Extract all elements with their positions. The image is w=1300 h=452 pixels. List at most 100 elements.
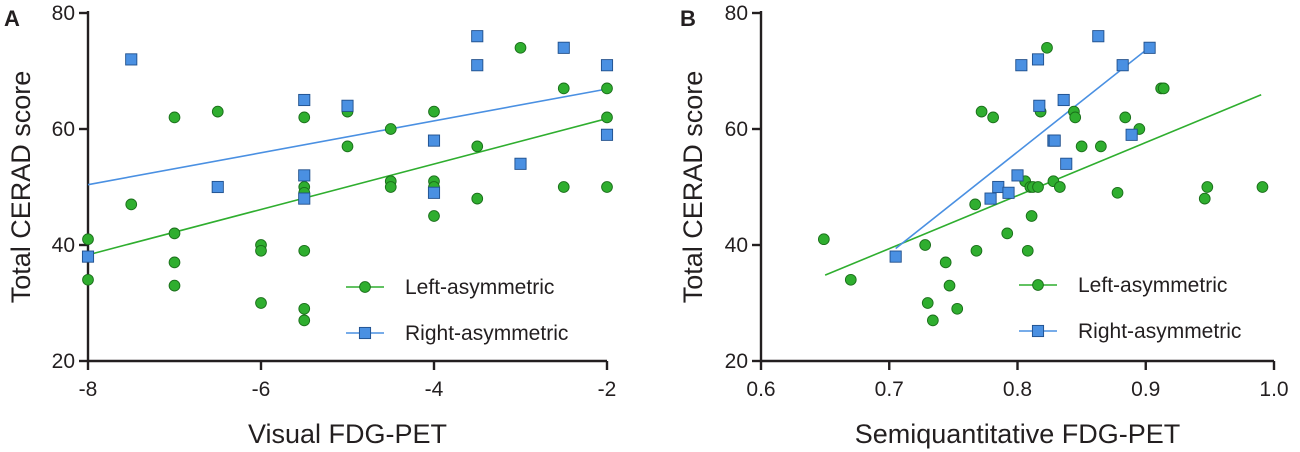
panel-letter: A (4, 6, 20, 31)
point-right-asymmetric (211, 180, 224, 194)
x-tick-label: -8 (79, 378, 98, 401)
x-tick-label: 0.7 (875, 378, 904, 401)
x-tick-label: 0.8 (1003, 378, 1032, 401)
y-tick-label: 80 (52, 2, 75, 25)
point-right-asymmetric (600, 128, 614, 141)
x-tick-label: 0.6 (746, 378, 775, 401)
point-right-asymmetric (427, 186, 441, 199)
point-right-asymmetric (1048, 134, 1061, 147)
point-right-asymmetric (471, 30, 484, 43)
x-tick-label: 1.0 (1259, 378, 1288, 401)
point-right-asymmetric (81, 250, 95, 263)
point-left-asymmetric (384, 123, 397, 135)
y-axis-label: Total CERAD score (6, 71, 36, 304)
point-left-asymmetric (1032, 181, 1044, 193)
legend-label-left: Left-asymmetric (1078, 274, 1227, 297)
point-left-asymmetric (557, 82, 570, 95)
point-left-asymmetric (471, 192, 484, 205)
point-left-asymmetric (1157, 82, 1170, 95)
point-left-asymmetric (125, 198, 138, 211)
point-left-asymmetric (514, 41, 527, 54)
point-left-asymmetric (168, 227, 181, 240)
y-tick-label: 60 (725, 118, 748, 141)
point-left-asymmetric (1256, 181, 1269, 193)
point-left-asymmetric (919, 239, 932, 251)
point-left-asymmetric (471, 140, 484, 153)
point-left-asymmetric (298, 302, 311, 315)
legend-marker-left (1032, 279, 1044, 291)
point-left-asymmetric (844, 273, 857, 286)
point-right-asymmetric (1060, 157, 1073, 170)
point-left-asymmetric (951, 302, 964, 315)
y-tick-label: 40 (52, 234, 75, 257)
point-right-asymmetric (1092, 30, 1105, 43)
legend-label-right: Right-asymmetric (405, 322, 568, 345)
point-left-asymmetric (1041, 41, 1053, 54)
point-right-asymmetric (1143, 41, 1156, 54)
x-tick-label: -6 (252, 378, 271, 401)
point-right-asymmetric (1002, 186, 1015, 199)
point-left-asymmetric (817, 233, 830, 246)
point-right-asymmetric (1057, 93, 1070, 107)
point-left-asymmetric (1025, 210, 1038, 222)
point-left-asymmetric (298, 244, 311, 257)
point-left-asymmetric (1021, 244, 1034, 257)
point-left-asymmetric (428, 210, 440, 222)
legend-marker-right (1031, 324, 1045, 338)
legend-label-left: Left-asymmetric (405, 276, 554, 299)
point-left-asymmetric (975, 105, 988, 118)
point-left-asymmetric (1201, 181, 1214, 193)
point-right-asymmetric (1116, 59, 1129, 72)
panel-b: B 20 40 60 80 0.6 0.7 0.8 0.9 1.0 Semiquantitative… (678, 2, 1289, 449)
point-left-asymmetric (1075, 140, 1088, 153)
fit-line-right-asymmetric (895, 46, 1151, 250)
point-right-asymmetric (992, 180, 1005, 194)
legend-marker-right (358, 326, 372, 340)
point-left-asymmetric (943, 279, 956, 292)
point-right-asymmetric (889, 250, 902, 263)
panel-letter: B (680, 6, 696, 31)
point-right-asymmetric (298, 192, 311, 205)
point-left-asymmetric (255, 244, 267, 257)
legend-marker-left (359, 281, 371, 293)
point-left-asymmetric (168, 111, 181, 124)
point-left-asymmetric (970, 244, 983, 257)
point-left-asymmetric (1119, 111, 1132, 124)
point-right-asymmetric (471, 59, 484, 72)
point-right-asymmetric (600, 59, 614, 72)
y-tick-label: 20 (725, 350, 748, 373)
x-tick-label: 0.9 (1131, 378, 1160, 401)
point-left-asymmetric (969, 198, 982, 211)
point-right-asymmetric (1031, 53, 1045, 66)
point-left-asymmetric (82, 273, 94, 286)
point-left-asymmetric (211, 105, 224, 118)
fit-line-left-asymmetric (87, 117, 608, 256)
point-right-asymmetric (125, 53, 138, 66)
x-tick-label: -4 (425, 378, 444, 401)
point-left-asymmetric (987, 111, 999, 124)
point-left-asymmetric (168, 279, 181, 292)
y-axis-label: Total CERAD score (678, 71, 708, 304)
x-tick-label: -2 (598, 378, 617, 401)
y-tick-label: 80 (725, 2, 748, 25)
fit-line-right-asymmetric (87, 88, 608, 186)
point-left-asymmetric (1001, 227, 1014, 240)
y-tick-label: 60 (52, 118, 75, 141)
point-left-asymmetric (168, 256, 181, 269)
point-left-asymmetric (384, 181, 397, 193)
point-right-asymmetric (298, 93, 311, 107)
x-axis-label: Semiquantitative FDG-PET (855, 419, 1181, 449)
x-axis-label: Visual FDG-PET (248, 419, 447, 449)
point-right-asymmetric (427, 134, 441, 147)
legend-label-right: Right-asymmetric (1078, 320, 1241, 343)
point-left-asymmetric (939, 256, 952, 269)
legend: Left-asymmetric Right-asymmetric (1019, 274, 1241, 343)
point-left-asymmetric (1069, 111, 1082, 124)
point-left-asymmetric (601, 82, 613, 95)
point-left-asymmetric (921, 297, 934, 309)
point-left-asymmetric (927, 314, 939, 327)
point-left-asymmetric (601, 181, 613, 193)
point-left-asymmetric (298, 314, 311, 327)
point-right-asymmetric (298, 169, 311, 182)
